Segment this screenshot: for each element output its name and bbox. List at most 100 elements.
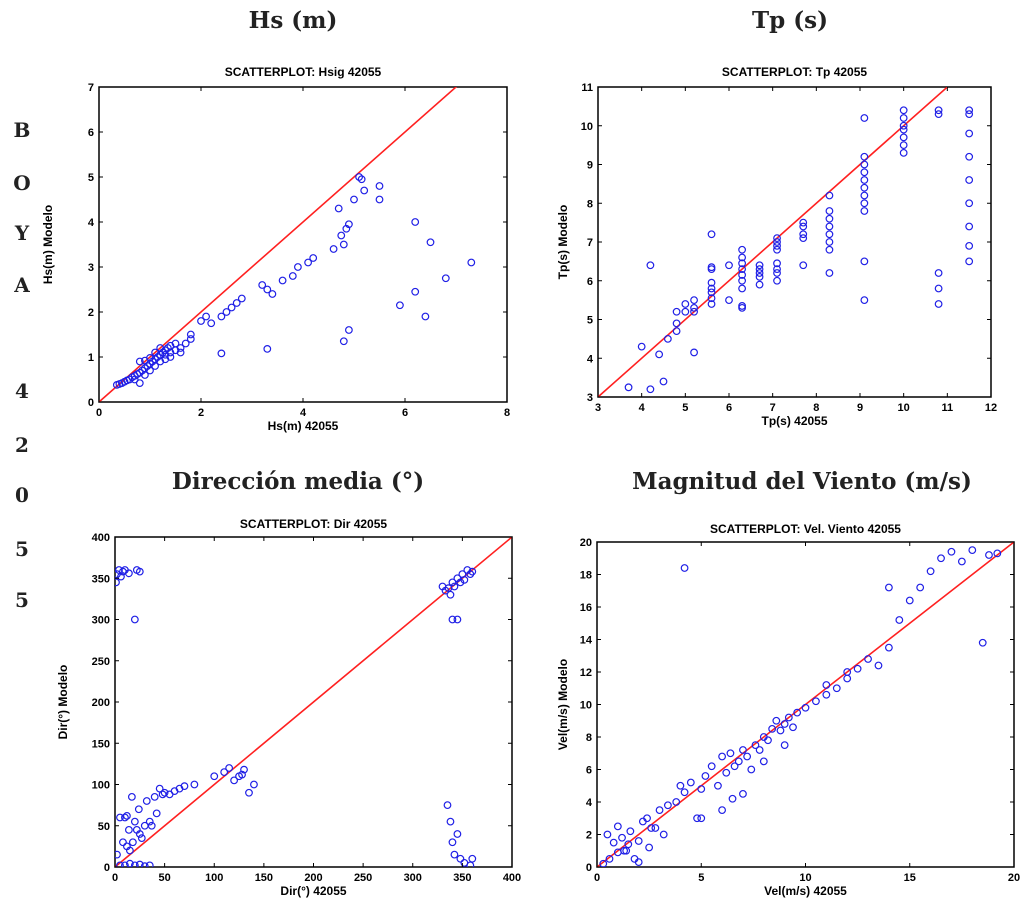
x-tick-label: 6 <box>726 402 732 414</box>
x-axis-label: Vel(m/s) 42055 <box>764 884 847 898</box>
plot-frame <box>98 86 508 403</box>
section-title: Dirección media (°) <box>172 468 424 495</box>
y-tick-label: 6 <box>586 765 592 777</box>
data-point <box>773 269 781 277</box>
data-point <box>899 125 908 134</box>
x-axis-label: Hs(m) 42055 <box>268 419 339 433</box>
data-point <box>718 752 726 761</box>
data-point <box>822 690 831 699</box>
data-point <box>965 176 974 184</box>
data-point <box>142 797 151 805</box>
data-point <box>738 271 746 279</box>
data-point <box>755 261 764 270</box>
data-point <box>426 238 435 247</box>
data-point <box>448 838 457 847</box>
data-point <box>793 708 802 717</box>
data-point <box>676 781 685 790</box>
y-tick-label: 18 <box>580 570 592 582</box>
y-tick-label: 20 <box>580 537 592 549</box>
data-point <box>134 805 143 814</box>
x-tick-label: 50 <box>159 872 171 884</box>
data-point <box>150 792 159 801</box>
data-point <box>686 778 695 787</box>
data-point <box>860 160 869 169</box>
data-point <box>730 762 739 771</box>
data-point <box>885 643 893 652</box>
y-tick-label: 200 <box>92 697 110 709</box>
data-point <box>860 168 869 177</box>
data-point <box>755 280 764 289</box>
side-label-letter: 5 <box>15 588 29 612</box>
data-point <box>634 837 643 845</box>
data-point <box>985 551 993 559</box>
data-point <box>659 377 668 386</box>
data-point <box>860 296 869 305</box>
data-point <box>672 319 681 328</box>
data-point <box>680 564 689 572</box>
y-tick-label: 11 <box>581 82 593 94</box>
data-point <box>947 547 956 556</box>
x-tick-label: 5 <box>698 872 704 884</box>
chart-title: SCATTERPLOT: Hsig 42055 <box>225 65 382 79</box>
data-point <box>899 148 908 157</box>
y-tick-label: 400 <box>92 532 110 544</box>
data-point <box>643 814 651 823</box>
chart-title: SCATTERPLOT: Tp 42055 <box>722 65 867 79</box>
data-point <box>115 578 120 587</box>
data-point <box>773 241 781 250</box>
data-point <box>864 655 872 663</box>
data-point <box>739 746 747 754</box>
x-axis-label: Dir(°) 42055 <box>280 884 346 898</box>
data-point <box>460 576 469 584</box>
data-point <box>899 114 908 122</box>
y-tick-label: 1 <box>88 352 94 364</box>
data-point <box>799 230 808 239</box>
data-point <box>181 339 190 348</box>
data-point <box>860 207 869 215</box>
data-point <box>620 846 629 855</box>
data-point <box>825 238 834 246</box>
y-tick-label: 6 <box>88 127 94 139</box>
data-point <box>238 770 246 779</box>
data-point <box>934 300 943 308</box>
y-tick-label: 4 <box>587 353 594 365</box>
data-point <box>446 590 455 599</box>
data-point <box>768 724 777 733</box>
data-point <box>799 261 808 270</box>
data-point <box>637 342 646 351</box>
data-point <box>240 765 248 774</box>
data-point <box>468 567 477 576</box>
data-point <box>152 809 161 818</box>
data-point <box>773 238 781 246</box>
data-point <box>135 860 144 867</box>
data-point <box>825 207 834 215</box>
x-tick-label: 350 <box>453 872 471 884</box>
data-point <box>655 350 664 359</box>
data-point <box>874 661 883 670</box>
data-point <box>776 726 785 735</box>
data-point <box>220 768 229 777</box>
data-point <box>934 106 943 115</box>
data-point <box>130 375 139 384</box>
data-point <box>448 615 457 624</box>
data-point <box>135 567 144 576</box>
data-point <box>738 253 746 262</box>
data-point <box>726 749 735 758</box>
data-point <box>734 757 743 766</box>
section-title: Hs (m) <box>249 7 338 34</box>
points-group <box>112 173 476 389</box>
data-point <box>135 379 144 388</box>
y-tick-label: 4 <box>586 797 593 809</box>
data-point <box>375 182 384 190</box>
data-point <box>268 290 277 298</box>
points-group <box>115 566 477 867</box>
data-point <box>993 549 1002 558</box>
x-tick-label: 9 <box>857 402 863 414</box>
y-axis-label: Hs(m) Modelo <box>41 205 55 284</box>
section-title: Magnitud del Viento (m/s) <box>632 468 972 495</box>
data-point <box>151 348 160 357</box>
data-point <box>899 106 908 115</box>
data-point <box>860 183 869 192</box>
data-point <box>655 806 664 815</box>
data-point <box>728 794 737 803</box>
